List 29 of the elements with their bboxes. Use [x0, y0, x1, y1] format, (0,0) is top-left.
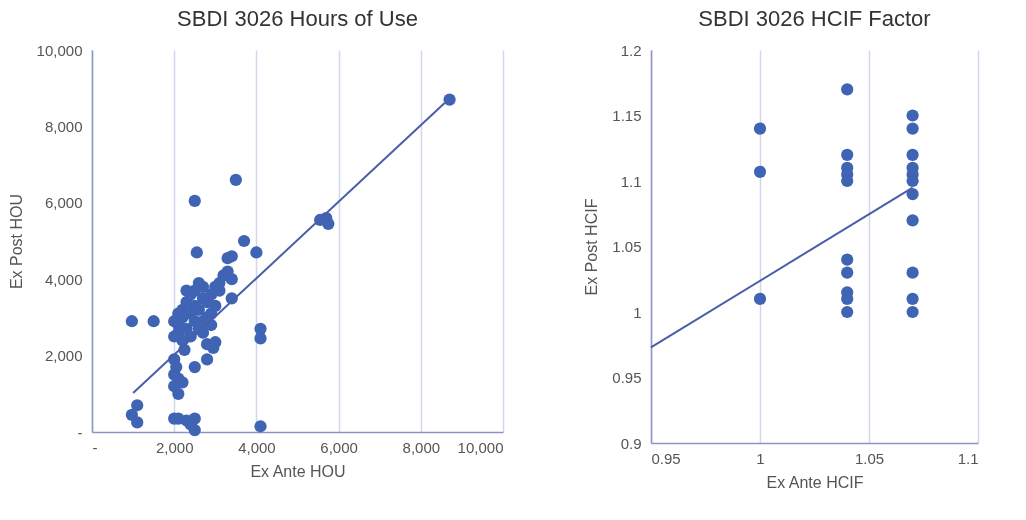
- y-tick-label: -: [77, 423, 83, 441]
- x-tick-label: 10,000: [457, 438, 504, 456]
- x-tick-label: 2,000: [155, 438, 194, 456]
- y-tick-label: 2,000: [44, 347, 83, 365]
- x-tick-label: -: [92, 438, 98, 456]
- y-tick-label: 6,000: [44, 194, 83, 212]
- x-tick-label: 1: [756, 449, 765, 467]
- y-axis-title: Ex Post HOU: [7, 193, 25, 290]
- x-tick-label: 1.05: [854, 449, 885, 467]
- x-tick-label: 1.1: [957, 449, 979, 467]
- x-tick-label: 4,000: [238, 438, 276, 456]
- y-tick-label: 10,000: [36, 41, 83, 59]
- y-tick-label: 4,000: [44, 270, 83, 288]
- y-tick-label: 1.15: [612, 107, 642, 124]
- chart-title: SBDI 3026 Hours of Use: [177, 6, 418, 31]
- y-tick-label: 1.2: [620, 41, 642, 59]
- y-tick-label: 1.1: [620, 172, 642, 190]
- x-axis-title: Ex Ante HOU: [250, 462, 346, 480]
- x-axis-title: Ex Ante HCIF: [766, 473, 864, 491]
- x-tick-label: 8,000: [402, 438, 441, 456]
- y-tick-label: 0.9: [620, 434, 642, 452]
- y-tick-label: 8,000: [44, 117, 83, 135]
- y-axis-title: Ex Post HCIF: [583, 198, 601, 296]
- x-tick-label: 0.95: [651, 449, 681, 467]
- x-tick-label: 6,000: [320, 438, 358, 456]
- chart-title: SBDI 3026 HCIF Factor: [698, 6, 931, 31]
- y-tick-label: 1: [633, 303, 642, 321]
- y-tick-label: 0.95: [612, 369, 642, 386]
- y-tick-label: 1.05: [612, 238, 642, 255]
